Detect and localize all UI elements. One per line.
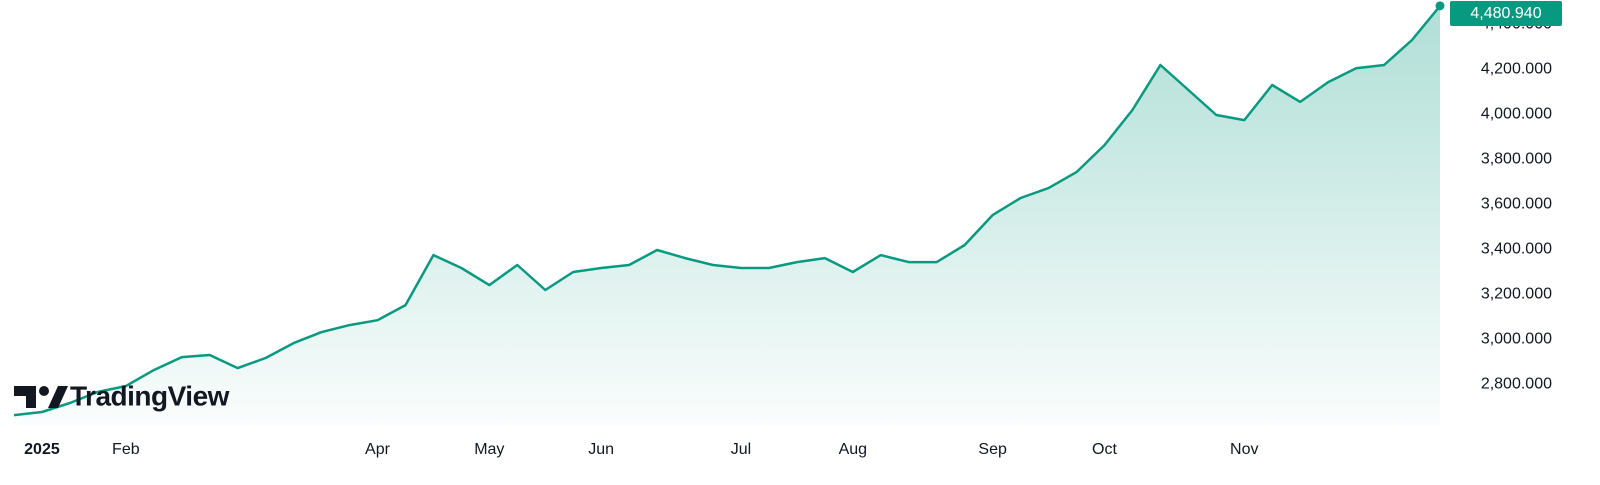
x-tick-label: Feb	[112, 441, 140, 458]
last-point	[1435, 1, 1445, 11]
x-tick-label: 2025	[24, 441, 60, 458]
last-value-label: 4,480.940	[1470, 5, 1541, 22]
y-tick-label: 3,800.000	[1481, 150, 1552, 167]
y-tick-label: 3,600.000	[1481, 195, 1552, 212]
area	[14, 5, 1440, 426]
logo-mark	[14, 386, 36, 408]
logo: TradingView	[14, 380, 230, 411]
x-tick-label: Sep	[978, 441, 1007, 458]
line	[13, 5, 1441, 417]
y-tick-label: 2,800.000	[1481, 375, 1552, 392]
logo-mark	[48, 386, 68, 408]
y-tick-label: 4,000.000	[1481, 105, 1552, 122]
x-tick-label: Jul	[731, 441, 751, 458]
x-tick-label: Aug	[839, 441, 867, 458]
plot-area	[13, 5, 1441, 426]
x-tick-label: Nov	[1230, 441, 1258, 458]
last-value-box	[1450, 1, 1562, 26]
y-tick-label: 3,200.000	[1481, 285, 1552, 302]
y-tick-label: 3,400.000	[1481, 240, 1552, 257]
y-tick-label: 4,200.000	[1481, 60, 1552, 77]
x-tick-label: Apr	[365, 441, 391, 458]
x-tick-label: May	[474, 441, 504, 458]
logo-mark	[39, 386, 49, 396]
watermark: TradingView	[70, 380, 230, 411]
x-tick-label: Jun	[588, 441, 614, 458]
y-tick-label: 3,000.000	[1481, 330, 1552, 347]
x-tick-label: Oct	[1092, 441, 1117, 458]
